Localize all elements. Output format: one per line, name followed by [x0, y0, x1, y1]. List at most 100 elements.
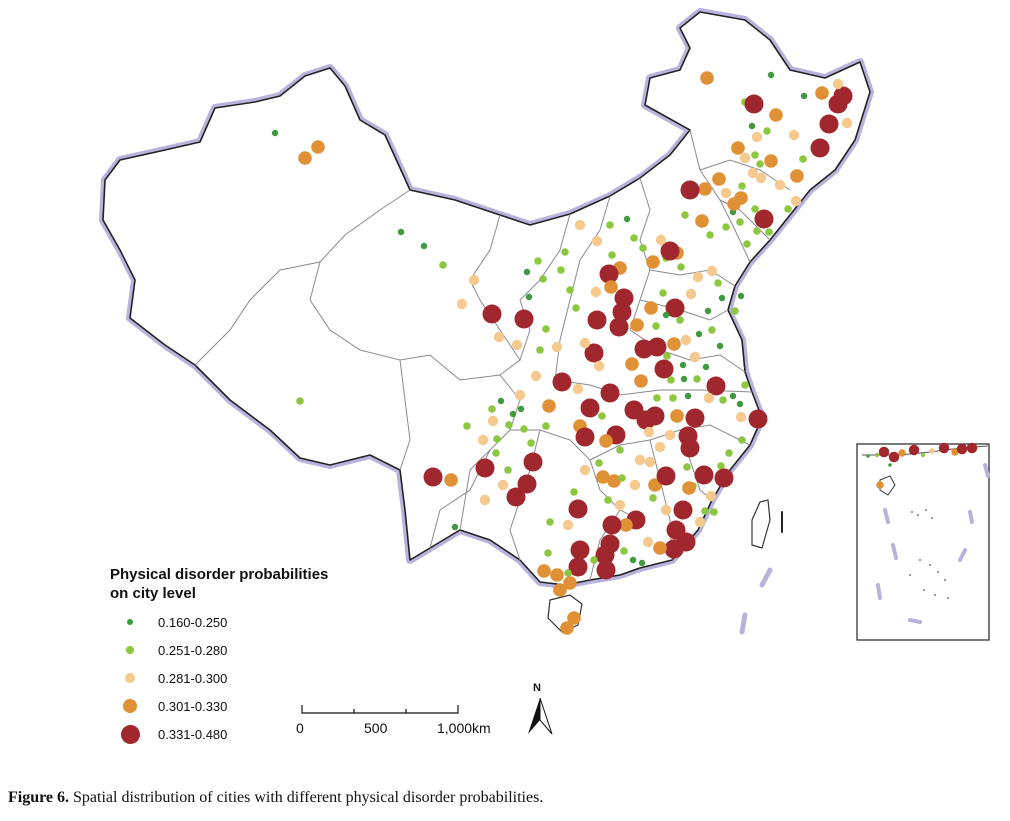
city-marker	[700, 71, 714, 85]
inset-city-marker	[874, 452, 880, 458]
city-marker	[296, 397, 304, 405]
city-marker	[397, 228, 405, 236]
city-marker	[638, 559, 646, 567]
city-marker	[654, 441, 666, 453]
legend-label: 0.160-0.250	[158, 614, 228, 630]
city-marker	[517, 474, 537, 494]
city-marker	[520, 425, 528, 433]
city-marker	[523, 268, 531, 276]
city-marker	[692, 271, 704, 283]
city-marker	[593, 360, 605, 372]
city-marker	[737, 292, 745, 300]
city-marker	[572, 383, 584, 395]
city-marker	[665, 298, 685, 318]
city-marker	[477, 434, 489, 446]
city-marker	[553, 583, 567, 597]
city-marker	[652, 322, 660, 330]
inset-city-marker	[956, 443, 968, 455]
city-marker	[774, 179, 786, 191]
city-marker	[764, 154, 778, 168]
city-marker	[451, 523, 459, 531]
city-marker	[788, 129, 800, 141]
city-marker	[579, 337, 591, 349]
city-marker	[537, 564, 551, 578]
city-marker	[542, 399, 556, 413]
city-marker	[542, 422, 550, 430]
city-marker	[800, 92, 808, 100]
legend-dot	[120, 724, 140, 744]
city-marker	[653, 394, 661, 402]
city-marker	[488, 405, 496, 413]
scale-bar	[301, 705, 459, 714]
city-marker	[680, 334, 692, 346]
city-marker	[738, 436, 746, 444]
city-marker	[563, 576, 577, 590]
city-marker	[634, 339, 654, 359]
legend-swatch	[110, 724, 150, 744]
city-marker	[580, 398, 600, 418]
city-marker	[620, 547, 628, 555]
city-marker	[639, 244, 647, 252]
inset-city-marker	[966, 442, 978, 454]
city-marker	[542, 325, 550, 333]
city-marker	[667, 337, 681, 351]
city-marker	[767, 71, 775, 79]
city-marker	[644, 456, 656, 468]
city-marker	[655, 234, 667, 246]
city-marker	[706, 376, 726, 396]
city-marker	[463, 422, 471, 430]
city-marker	[525, 293, 533, 301]
city-marker	[609, 317, 629, 337]
city-marker	[590, 286, 602, 298]
city-marker	[493, 435, 501, 443]
city-marker	[664, 429, 676, 441]
legend-label: 0.301-0.330	[158, 698, 228, 714]
city-marker	[751, 151, 759, 159]
scale-label-1000km: 1,000km	[437, 720, 491, 736]
city-marker	[654, 359, 674, 379]
legend-item: 0.251-0.280	[110, 638, 227, 662]
city-marker	[717, 462, 725, 470]
city-marker	[729, 392, 737, 400]
city-marker	[527, 439, 535, 447]
city-marker	[420, 242, 428, 250]
city-marker	[475, 458, 495, 478]
city-marker	[670, 409, 684, 423]
city-marker	[810, 138, 830, 158]
city-marker	[710, 508, 718, 516]
city-marker	[298, 151, 312, 165]
city-marker	[653, 541, 667, 555]
inset-city-marker	[866, 454, 870, 458]
city-marker	[579, 464, 591, 476]
city-marker	[663, 352, 671, 360]
city-marker	[708, 326, 716, 334]
national-boundary	[99, 8, 874, 589]
legend-label: 0.331-0.480	[158, 726, 228, 742]
city-marker	[719, 396, 727, 404]
city-marker	[694, 516, 706, 528]
city-marker	[604, 496, 612, 504]
city-marker	[832, 78, 844, 90]
legend-dot	[126, 618, 134, 626]
city-marker	[575, 427, 595, 447]
legend-swatch	[110, 699, 150, 713]
city-marker	[667, 376, 675, 384]
city-marker	[660, 241, 680, 261]
city-marker	[649, 494, 657, 502]
city-marker	[819, 114, 839, 134]
city-marker	[629, 479, 641, 491]
city-marker	[505, 421, 513, 429]
city-marker	[623, 215, 631, 223]
city-marker	[695, 214, 709, 228]
city-marker	[536, 346, 544, 354]
city-marker	[530, 370, 542, 382]
city-marker	[642, 536, 654, 548]
legend-dot	[123, 699, 137, 713]
city-marker	[567, 611, 581, 625]
city-marker	[572, 304, 580, 312]
city-marker	[685, 288, 697, 300]
city-marker	[534, 257, 542, 265]
city-marker	[550, 568, 564, 582]
city-marker	[509, 410, 517, 418]
inset-city-marker	[888, 463, 892, 467]
